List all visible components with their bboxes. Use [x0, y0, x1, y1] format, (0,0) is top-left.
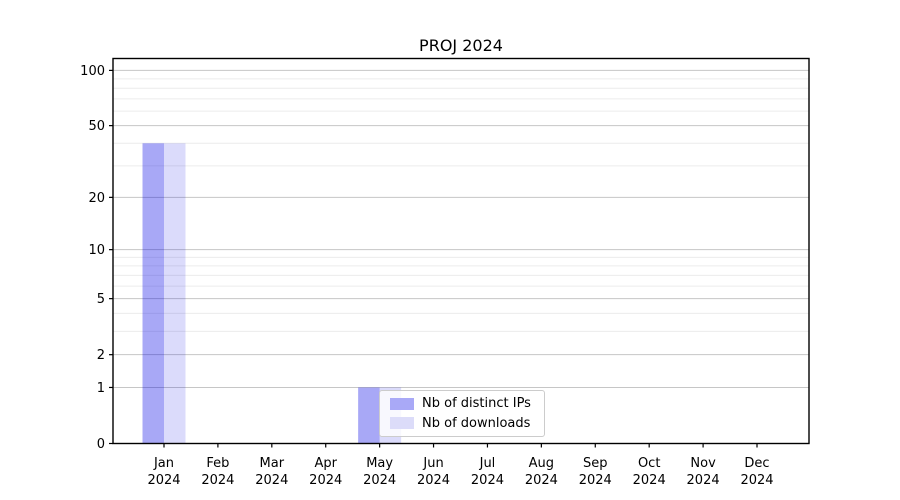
legend-item-distinct-ips: Nb of distinct IPs — [390, 395, 536, 412]
x-tick-label-month: Apr — [314, 456, 337, 471]
legend-swatch-distinct-ips-icon — [390, 397, 414, 410]
y-tick-label: 100 — [80, 64, 105, 79]
x-tick-label-year: 2024 — [471, 473, 504, 488]
y-tick-label: 5 — [97, 292, 105, 307]
x-tick-label-year: 2024 — [147, 473, 180, 488]
x-tick-label-month: Jan — [153, 456, 174, 471]
x-tick-label-month: May — [366, 456, 393, 471]
x-tick-label-year: 2024 — [201, 473, 234, 488]
x-tick-label-year: 2024 — [740, 473, 773, 488]
x-tick-label-year: 2024 — [579, 473, 612, 488]
y-tick-label: 20 — [88, 191, 105, 206]
x-tick-label-month: Mar — [260, 456, 285, 471]
x-tick-label-month: Sep — [583, 456, 608, 471]
x-tick-label-month: Aug — [529, 456, 554, 471]
x-tick-label-year: 2024 — [687, 473, 720, 488]
bar-distinct-ips — [142, 143, 164, 444]
y-tick-label: 1 — [97, 381, 105, 396]
x-tick-label-year: 2024 — [363, 473, 396, 488]
plot-border — [112, 57, 810, 445]
y-tick-label: 2 — [97, 348, 105, 363]
bar-distinct-ips — [358, 387, 380, 444]
x-tick-label-year: 2024 — [255, 473, 288, 488]
legend: Nb of distinct IPs Nb of downloads — [379, 390, 545, 437]
x-tick-label-year: 2024 — [633, 473, 666, 488]
legend-item-downloads: Nb of downloads — [390, 415, 536, 432]
x-tick-label-month: Jun — [422, 456, 443, 471]
y-tick-label: 0 — [97, 437, 105, 452]
chart-title: PROJ 2024 — [419, 36, 503, 55]
bar-downloads — [164, 143, 186, 444]
legend-label-downloads: Nb of downloads — [422, 415, 531, 431]
x-tick-label-year: 2024 — [309, 473, 342, 488]
x-tick-label-month: Oct — [638, 456, 660, 471]
x-tick-label-month: Nov — [690, 456, 716, 471]
legend-swatch-downloads-icon — [390, 417, 414, 430]
y-tick-label: 50 — [88, 119, 105, 134]
y-tick-label: 10 — [88, 243, 105, 258]
legend-label-distinct-ips: Nb of distinct IPs — [422, 396, 531, 412]
x-tick-label-month: Feb — [206, 456, 229, 471]
x-tick-label-month: Jul — [479, 456, 496, 471]
x-tick-label-month: Dec — [744, 456, 769, 471]
x-tick-label-year: 2024 — [417, 473, 450, 488]
x-tick-label-year: 2024 — [525, 473, 558, 488]
